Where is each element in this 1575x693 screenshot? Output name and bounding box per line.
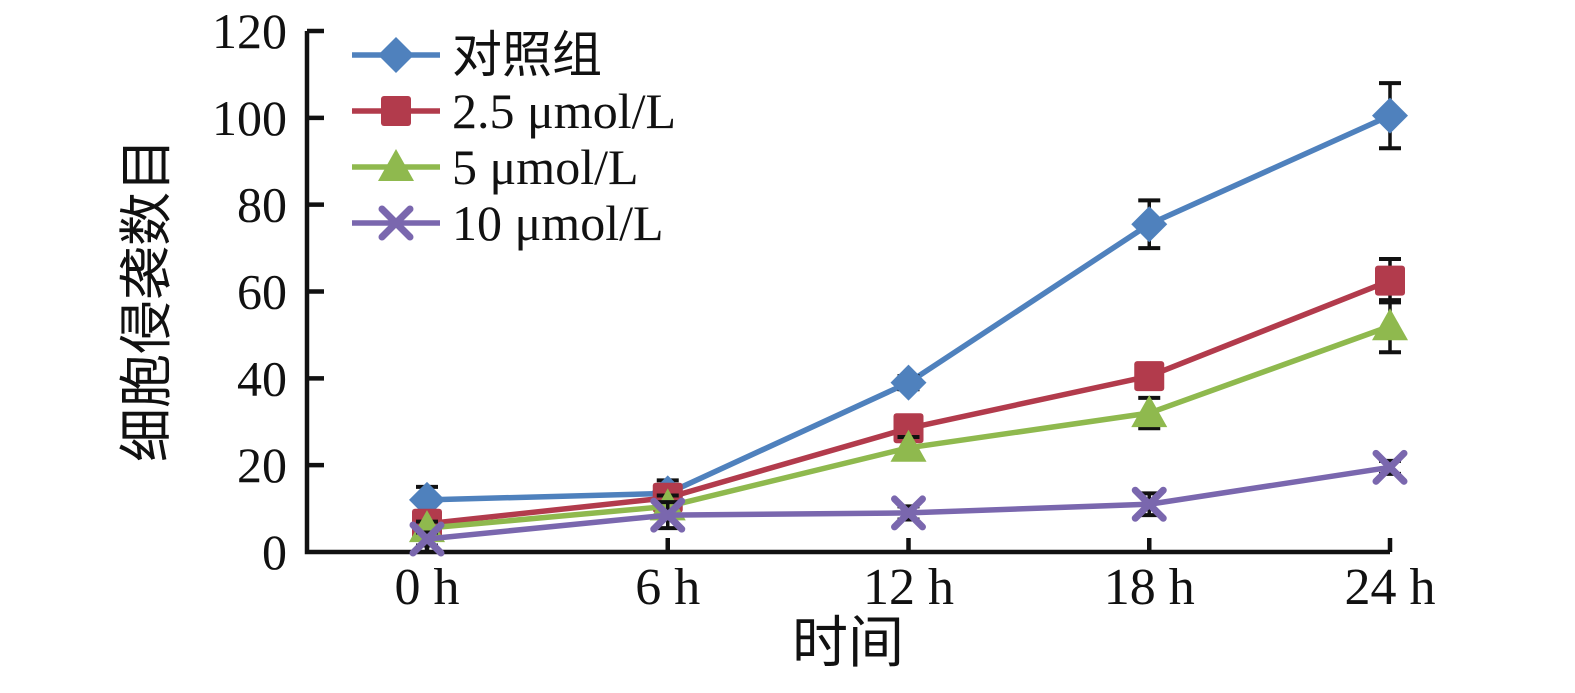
x-tick-label: 6 h [635,559,700,616]
y-axis-title: 细胞侵袭数目 [117,138,177,462]
data-point-marker [890,429,927,462]
y-tick-label: 80 [237,177,287,233]
y-tick-label: 100 [212,90,287,146]
series-line [426,464,1391,542]
legend-marker-x [378,205,414,241]
x-tick-label: 18 h [1104,559,1195,616]
data-point-marker [409,481,445,518]
legend-marker-diamond [378,37,414,73]
legend-label: 5 μmol/L [452,139,639,195]
legend-marker-triangle [378,149,414,181]
y-tick-label: 40 [237,350,287,406]
data-point-marker [1131,486,1167,522]
data-point-marker [1131,395,1168,428]
plot-area: 0 20 40 60 80 100 120 0 h 6 h 12 h 18 h 24 h 对照组2.5 … [212,3,1436,616]
y-tick-label: 20 [237,437,287,493]
data-point-marker [891,495,926,531]
data-point-marker [1131,206,1168,243]
y-tick-label: 0 [262,524,287,580]
x-tick-label: 24 h [1345,559,1436,616]
y-tick-label: 120 [212,3,287,59]
y-tick-label: 60 [237,264,287,320]
x-axis-title: 时间 [792,613,904,675]
x-tick-label: 12 h [863,559,954,616]
data-point-marker [409,521,445,557]
data-point-marker [890,364,927,401]
x-tick-label: 0 h [395,559,460,616]
data-point-marker [1372,97,1408,134]
legend-label: 对照组 [452,27,602,83]
data-point-marker [1375,265,1405,296]
legend-marker-square [381,96,411,126]
legend-label: 2.5 μmol/L [452,83,676,139]
legend-label: 10 μmol/L [452,195,664,251]
data-point-marker [1372,308,1408,341]
data-point-marker [1372,449,1408,485]
data-point-marker [1134,361,1165,392]
data-point-marker [650,497,686,533]
